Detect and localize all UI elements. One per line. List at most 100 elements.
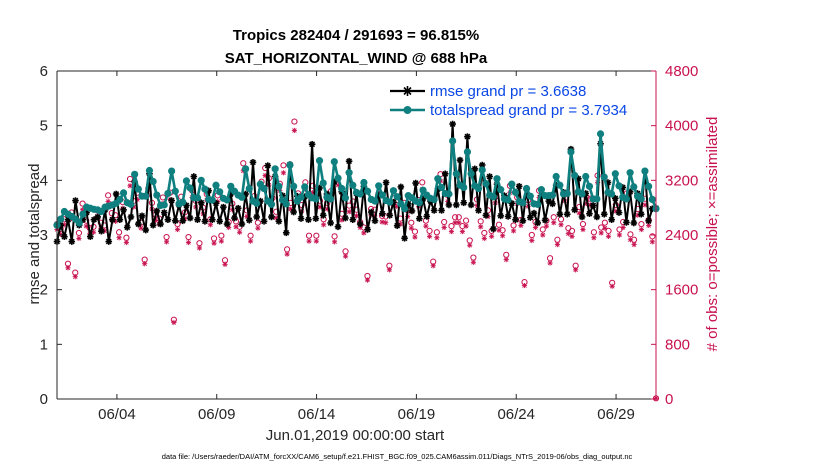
totalspread-point — [378, 191, 386, 199]
totalspread-point — [79, 210, 87, 218]
obs-assimilated-point — [569, 233, 575, 239]
totalspread-point — [201, 185, 209, 193]
obs-assimilated-point — [558, 222, 564, 228]
obs-possible-point — [313, 232, 320, 239]
x-tick-label: 06/04 — [98, 406, 136, 423]
totalspread-point — [563, 189, 571, 198]
obs-assimilated-point — [499, 233, 506, 239]
rmse-point — [157, 220, 164, 228]
rmse-point — [290, 208, 297, 216]
totalspread-point — [534, 200, 542, 208]
totalspread-point — [389, 187, 398, 195]
obs-assimilated-point — [481, 235, 487, 242]
obs-assimilated-point — [76, 235, 82, 242]
obs-assimilated-point — [598, 230, 604, 236]
obs-assimilated-point — [605, 233, 612, 239]
rmse-point — [438, 207, 445, 214]
totalspread-point — [645, 182, 653, 190]
rmse-point — [172, 217, 179, 225]
rmse-point — [264, 162, 272, 169]
obs-assimilated-point — [426, 233, 433, 239]
rmse-point — [253, 213, 260, 221]
obs-possible-point — [240, 160, 247, 167]
obs-assimilated-point — [649, 239, 655, 245]
obs-assimilated-point — [591, 235, 597, 241]
rmse-point — [98, 227, 105, 235]
totalspread-point — [478, 166, 486, 174]
totalspread-point — [171, 187, 179, 195]
totalspread-point — [356, 190, 364, 198]
obs-possible-point — [254, 219, 261, 226]
y-tick-right-label: 2400 — [665, 227, 698, 244]
totalspread-point — [57, 215, 65, 223]
obs-possible-point — [305, 232, 313, 239]
rmse-point — [149, 221, 157, 229]
obs-possible-point — [331, 233, 338, 240]
legend-rmse-label: rmse grand pr = 3.6638 — [430, 83, 586, 100]
obs-assimilated-point — [342, 253, 349, 259]
rmse-point — [208, 216, 216, 223]
rmse-point — [238, 220, 246, 228]
obs-assimilated-point — [386, 267, 392, 273]
obs-assimilated-point — [609, 283, 615, 289]
totalspread-point — [386, 198, 394, 206]
rmse-point — [534, 219, 541, 227]
obs-assimilated-point — [638, 226, 644, 233]
x-tick-label: 06/09 — [198, 406, 236, 423]
totalspread-point — [360, 178, 368, 187]
totalspread-point — [145, 166, 154, 175]
rmse-point — [430, 207, 438, 214]
rmse-point — [168, 197, 175, 204]
obs-assimilated-point — [185, 239, 192, 246]
totalspread-point — [611, 170, 619, 178]
x-axis-label: Jun.01,2019 00:00:00 start — [266, 427, 445, 444]
x-tick-label: 06/24 — [497, 406, 535, 423]
totalspread-point — [571, 171, 579, 180]
totalspread-point — [301, 183, 309, 191]
obs-assimilated-point — [441, 224, 447, 231]
obs-possible-point — [411, 228, 419, 235]
obs-possible-point — [79, 200, 86, 207]
rmse-point — [471, 165, 479, 173]
obs-possible-point — [649, 233, 656, 240]
totalspread-point — [168, 167, 176, 175]
totalspread-point — [116, 195, 124, 204]
totalspread-point — [430, 195, 438, 204]
obs-assimilated-point — [284, 251, 290, 257]
obs-assimilated-point — [430, 263, 436, 269]
obs-possible-point — [75, 229, 83, 237]
obs-possible-point — [448, 223, 455, 230]
totalspread-point — [297, 193, 305, 201]
obs-possible-point — [616, 226, 623, 233]
rmse-point — [305, 216, 312, 223]
rmse-point — [412, 179, 419, 187]
rmse-point — [464, 133, 471, 140]
rmse-point — [623, 219, 630, 226]
obs-possible-point — [510, 222, 517, 229]
rmse-point — [297, 215, 305, 222]
totalspread-point — [552, 172, 560, 181]
obs-assimilated-point — [510, 228, 517, 234]
obs-assimilated-point — [470, 259, 476, 265]
rmse-point — [449, 120, 456, 128]
totalspread-point — [419, 186, 427, 194]
rmse-point — [416, 215, 423, 222]
totalspread-point — [375, 182, 383, 190]
obs-assimilated-point — [412, 234, 418, 240]
rmse-point — [519, 217, 527, 225]
y-tick-right-label: 4000 — [665, 118, 698, 135]
totalspread-point — [153, 191, 161, 199]
totalspread-point — [434, 175, 442, 183]
rmse-point — [460, 199, 468, 207]
rmse-point — [216, 218, 223, 225]
obs-assimilated-point — [620, 224, 626, 231]
obs-assimilated-point — [489, 233, 495, 239]
legend-rmse-marker — [402, 86, 413, 96]
totalspread-point — [75, 219, 83, 227]
obs-possible-point — [185, 233, 192, 241]
obs-possible-point — [638, 220, 645, 228]
rmse-point — [541, 216, 549, 224]
obs-assimilated-point — [196, 245, 203, 251]
rmse-point — [423, 213, 431, 220]
y-tick-right-label: 1600 — [665, 282, 698, 299]
